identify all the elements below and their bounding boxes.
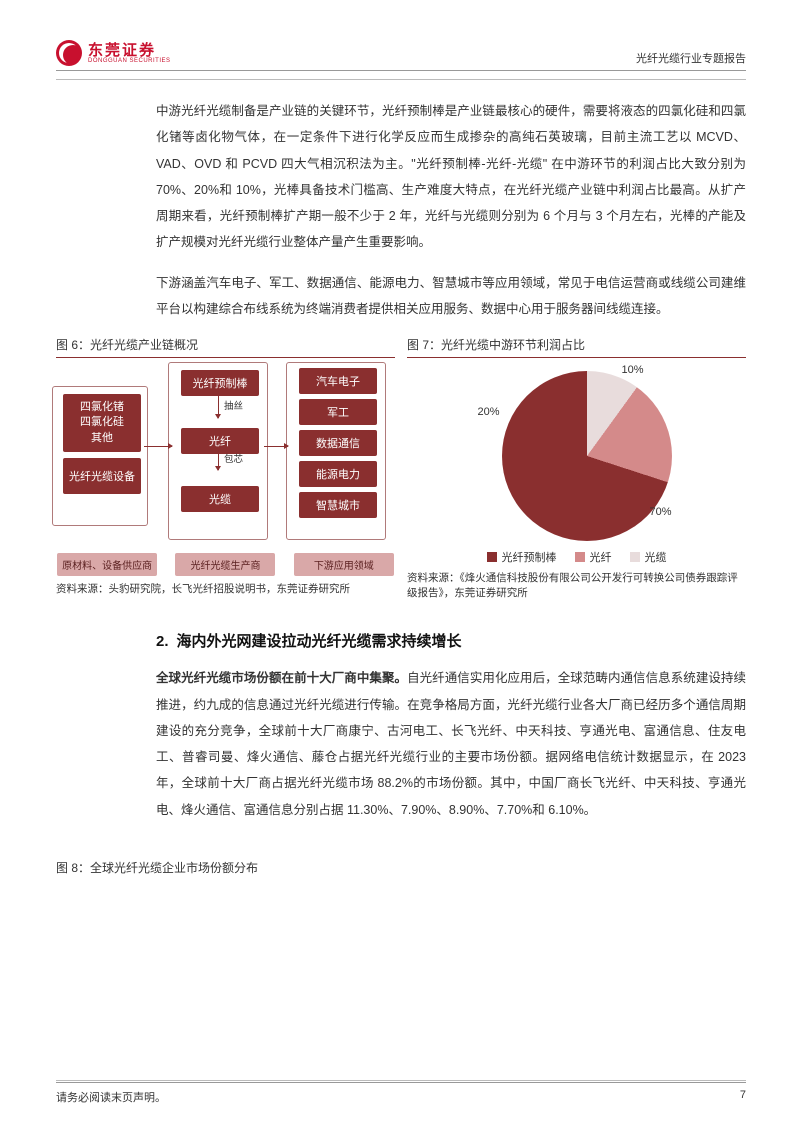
- figure-6-title: 图 6：光纤光缆产业链概况: [56, 336, 395, 353]
- pie-label-10: 10%: [622, 364, 644, 376]
- legend-swatch-icon: [630, 552, 640, 562]
- paragraph-3: 全球光纤光缆市场份额在前十大厂商中集聚。自光纤通信实用化应用后，全球范畴内通信信…: [156, 665, 746, 823]
- figure-7: 图 7：光纤光缆中游环节利润占比 70% 20% 10% 光纤预制棒 光纤 光缆…: [407, 336, 746, 600]
- col-label-b: 光纤光缆生产商: [175, 553, 275, 576]
- arrow-down-icon: [218, 448, 219, 470]
- pie-label-20: 20%: [478, 406, 500, 418]
- page-number: 7: [740, 1089, 746, 1105]
- figure-7-title: 图 7：光纤光缆中游环节利润占比: [407, 336, 746, 353]
- flowchart: 四氯化锗 四氯化硅 其他 光纤光缆设备 光纤预制棒 光纤 光缆 汽车电子: [56, 366, 395, 576]
- paragraph-2: 下游涵盖汽车电子、军工、数据通信、能源电力、智慧城市等应用领域，常见于电信运营商…: [156, 270, 746, 323]
- arrow-icon: [144, 446, 172, 447]
- legend-swatch-icon: [575, 552, 585, 562]
- arrow-label-2: 包芯: [224, 451, 243, 465]
- paragraph-1: 中游光纤光缆制备是产业链的关键环节，光纤预制棒是产业链最核心的硬件，需要将液态的…: [156, 98, 746, 256]
- pie-legend: 光纤预制棒 光纤 光缆: [487, 549, 667, 565]
- pie-chart: [502, 371, 672, 541]
- node-military: 军工: [299, 399, 377, 425]
- p3-rest: 自光纤通信实用化应用后，全球范畴内通信信息系统建设持续推进，约九成的信息通过光纤…: [156, 671, 746, 816]
- figure-6-source: 资料来源：头豹研究院，长飞光纤招股说明书，东莞证券研究所: [56, 582, 395, 597]
- node-preform: 光纤预制棒: [181, 370, 259, 396]
- section-title: 海内外光网建设拉动光纤光缆需求持续增长: [177, 630, 462, 651]
- p3-bold: 全球光纤光缆市场份额在前十大厂商中集聚。: [156, 671, 407, 685]
- figure-8-title: 图 8：全球光纤光缆企业市场份额分布: [56, 859, 746, 876]
- logo: 东莞证券 DONGGUAN SECURITIES: [56, 40, 171, 66]
- col-label-c: 下游应用领域: [294, 553, 394, 576]
- figure-6: 图 6：光纤光缆产业链概况 四氯化锗 四氯化硅 其他 光纤光缆设备: [56, 336, 395, 600]
- arrow-down-icon: [218, 396, 219, 418]
- node-equipment: 光纤光缆设备: [63, 458, 141, 494]
- col-label-a: 原材料、设备供应商: [57, 553, 157, 576]
- page-header: 东莞证券 DONGGUAN SECURITIES 光纤光缆行业专题报告: [56, 40, 746, 71]
- arrow-icon: [264, 446, 288, 447]
- node-energy: 能源电力: [299, 461, 377, 487]
- logo-en: DONGGUAN SECURITIES: [88, 58, 171, 64]
- node-raw-materials: 四氯化锗 四氯化硅 其他: [63, 394, 141, 452]
- arrow-label-1: 抽丝: [224, 398, 243, 412]
- footer-disclaimer: 请务必阅读末页声明。: [56, 1089, 166, 1105]
- node-datacom: 数据通信: [299, 430, 377, 456]
- node-fiber: 光纤: [181, 428, 259, 454]
- section-2-heading: 2. 海内外光网建设拉动光纤光缆需求持续增长: [156, 630, 746, 651]
- node-auto: 汽车电子: [299, 368, 377, 394]
- report-type: 光纤光缆行业专题报告: [636, 50, 746, 66]
- node-smartcity: 智慧城市: [299, 492, 377, 518]
- legend-swatch-icon: [487, 552, 497, 562]
- logo-cn: 东莞证券: [88, 43, 171, 58]
- logo-swirl-icon: [56, 40, 82, 66]
- page-footer: 请务必阅读末页声明。 7: [56, 1082, 746, 1105]
- section-num: 2.: [156, 633, 169, 650]
- figure-7-source: 资料来源：《烽火通信科技股份有限公司公开发行可转换公司债券跟踪评级报告》，东莞证…: [407, 571, 746, 600]
- node-cable: 光缆: [181, 486, 259, 512]
